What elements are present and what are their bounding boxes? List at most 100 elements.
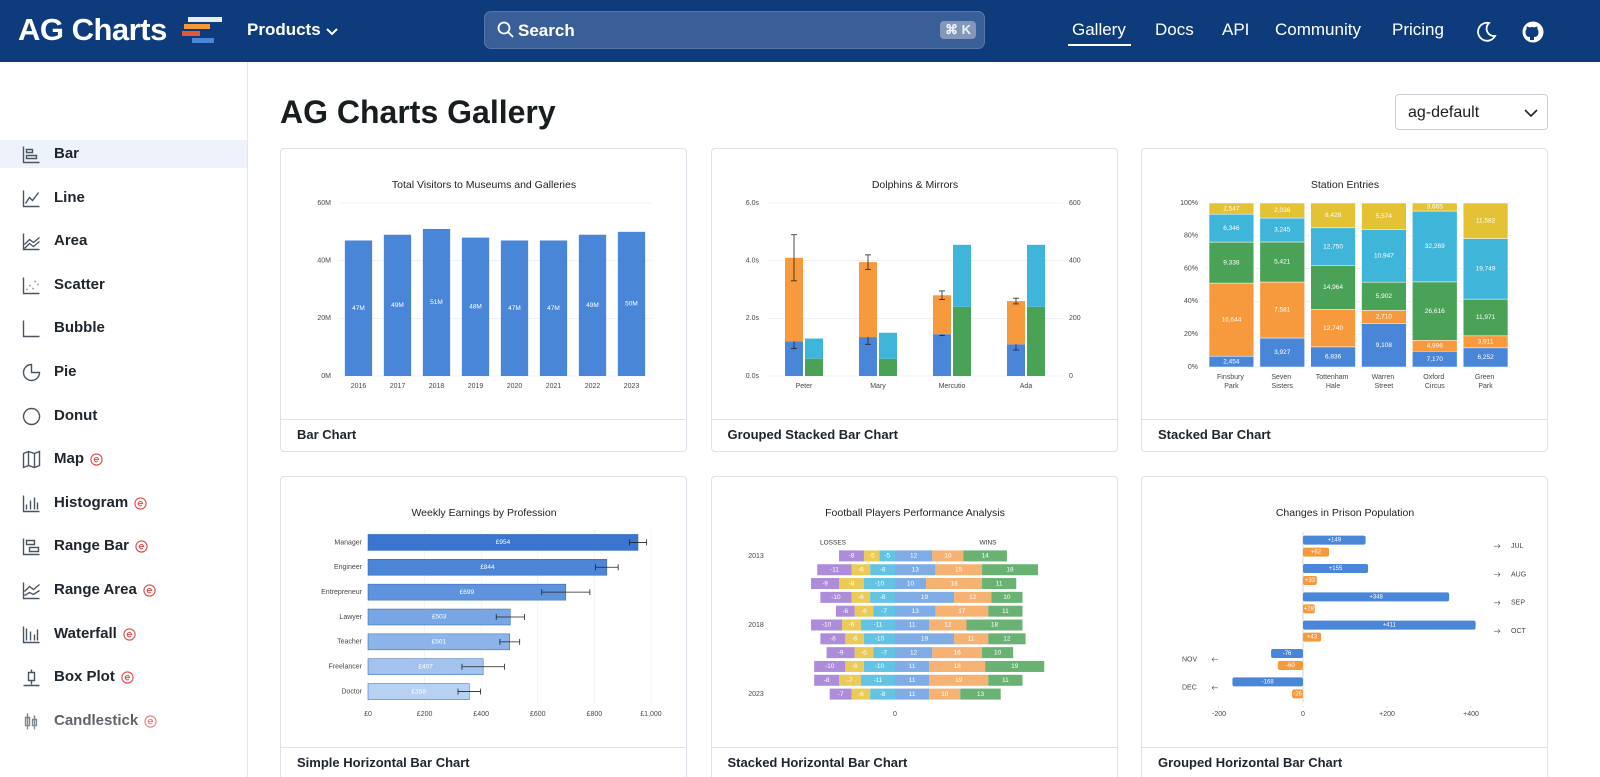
chart-card[interactable]: Football Players Performance Analysis LOS… [710, 476, 1118, 777]
bar-segment [1006, 344, 1025, 376]
value-label: 6,346 [1223, 225, 1240, 232]
y-tick-label: 2018 [748, 622, 764, 629]
sidebar-item[interactable]: Waterfall [0, 620, 247, 648]
sidebar-item[interactable]: Line [0, 184, 247, 212]
search-box[interactable]: Search ⌘ K [484, 11, 985, 49]
category-arrow [1494, 543, 1501, 549]
bar-segment [1026, 306, 1045, 376]
value-label: 12,750 [1323, 243, 1343, 250]
value-label: +62 [1311, 550, 1322, 556]
y-tick-label: OCT [1511, 628, 1527, 635]
y-tick-label: 2013 [748, 553, 764, 560]
x-tick-label: Ada [1019, 383, 1032, 390]
icon-glyph [22, 146, 40, 164]
chart-card[interactable]: Dolphins & Mirrors 0.0s 2.0s 4.0s 6.0s 0 200 40… [710, 148, 1118, 452]
value-label: 6,836 [1325, 354, 1342, 361]
sidebar-item[interactable]: Donut [0, 402, 247, 430]
sidebar-item[interactable]: Scatter [0, 271, 247, 299]
search-icon [497, 21, 514, 38]
sidebar-item[interactable]: Box Plot [0, 663, 247, 691]
badge-glyph [124, 675, 131, 681]
y-tick-label: 40% [1184, 298, 1198, 305]
nav-link[interactable]: Pricing [1392, 20, 1444, 39]
nav-link[interactable]: Docs [1155, 20, 1194, 39]
y-tick-label: 0% [1188, 364, 1198, 371]
bar-segment [1361, 202, 1407, 230]
chart-card[interactable]: Weekly Earnings by Profession £0 £200 £400 £… [280, 476, 687, 777]
value-label: 12 [910, 649, 918, 656]
y-tick-label: 4.0s [745, 258, 759, 265]
nav-link[interactable]: API [1222, 20, 1250, 39]
bar [578, 234, 607, 376]
value-label: -8 [879, 594, 885, 601]
bar-segment [981, 578, 1016, 590]
theme-select[interactable]: ag-default [1395, 94, 1548, 130]
sidebar-item[interactable]: Bubble [0, 314, 247, 342]
nav-link[interactable]: Gallery [1072, 20, 1126, 39]
x-tick-label: Peter [795, 383, 812, 390]
sidebar-item[interactable]: Histogram [0, 489, 247, 517]
value-label: £844 [480, 564, 495, 571]
products-menu[interactable]: Products [247, 20, 321, 39]
sidebar-item[interactable]: Bar [0, 140, 247, 168]
bar-segment [1208, 202, 1255, 215]
value-label: -8 [848, 580, 854, 587]
card-label: Bar Chart [281, 419, 686, 451]
value-label: 14,964 [1323, 284, 1343, 291]
icon-glyph [22, 190, 40, 207]
logo-bar [192, 38, 214, 43]
value-label: -8 [829, 636, 835, 643]
bar-segment [952, 244, 971, 307]
value-label: 12,740 [1323, 325, 1343, 332]
bar-segment [1026, 244, 1045, 307]
bar-segment [953, 591, 991, 603]
card-label: Simple Horizontal Bar Chart [281, 747, 686, 777]
value-label: 3,927 [1274, 349, 1291, 356]
value-label: -10 [821, 622, 831, 629]
bar-segment [952, 306, 971, 376]
sidebar-item[interactable]: Pie [0, 358, 247, 386]
value-label: 18 [950, 580, 958, 587]
icon-glyph [22, 363, 41, 382]
sidebar-item[interactable]: Range Bar [0, 532, 247, 560]
nav-link[interactable]: Community [1275, 20, 1361, 39]
chart-card[interactable]: Station Entries 0% 20% 40% 60% 80% 100% 2,454 16… [1141, 148, 1548, 452]
sidebar-item[interactable]: Area [0, 227, 247, 255]
x-tick-label: £600 [530, 711, 546, 718]
logo-text[interactable]: AG Charts [18, 12, 167, 47]
chart-card[interactable]: Total Visitors to Museums and Galleries 0… [280, 148, 687, 452]
sidebar-label: Bubble [54, 319, 105, 337]
sidebar-item[interactable]: Range Area [0, 576, 247, 604]
value-label: +28 [1304, 606, 1315, 612]
bar-segment [860, 619, 895, 631]
bar-segment [1361, 281, 1407, 311]
bar-segment [925, 578, 982, 590]
value-label: 10,947 [1374, 253, 1394, 260]
bar [1292, 689, 1303, 699]
bar-segment [987, 633, 1026, 645]
value-label: -6 [848, 622, 854, 629]
category-arrow [1494, 600, 1501, 606]
sidebar-icon [22, 190, 40, 207]
value-label: 10 [941, 691, 949, 698]
icon-glyph [22, 538, 40, 556]
value-label: -76 [1283, 651, 1292, 657]
value-label: -11 [829, 566, 838, 573]
sidebar-item[interactable]: Map [0, 445, 247, 473]
value-label: 10 [1003, 594, 1011, 601]
bar-segment [835, 605, 855, 617]
bar-segment [934, 564, 982, 576]
bar-segment [1208, 213, 1255, 243]
top-bar: AG Charts Products Search ⌘ K Gallery Docs API… [0, 0, 1600, 62]
chart-card[interactable]: Changes in Prison Population -200 0 +200 +40… [1141, 476, 1548, 777]
y-tick-label: AUG [1511, 571, 1526, 578]
value-label: -9 [837, 649, 843, 656]
github-cat [1525, 26, 1539, 40]
sidebar-icon [22, 538, 40, 556]
y-tick-label: 60% [1184, 265, 1198, 272]
y-tick-label: SEP [1511, 600, 1525, 607]
bar-segment [816, 564, 851, 576]
value-label: 50M [625, 301, 638, 308]
x-tick-label: £0 [364, 711, 372, 718]
bar [1303, 564, 1369, 573]
